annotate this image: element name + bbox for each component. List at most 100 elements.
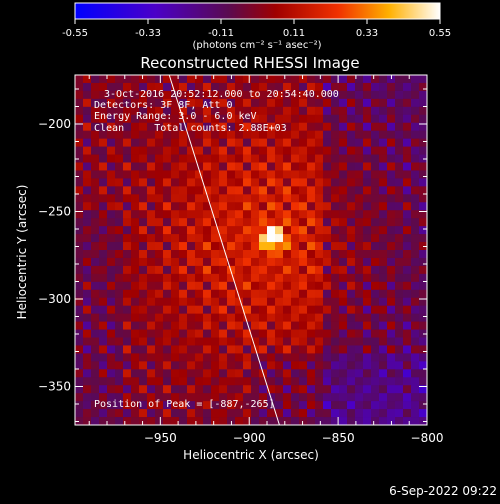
heatmap-cell [235,265,244,275]
heatmap-cell [155,162,164,171]
heatmap-cell [275,75,284,84]
heatmap-cell [171,210,180,219]
heatmap-cell [131,178,140,187]
heatmap-cell [395,186,404,195]
heatmap-cell [83,194,92,203]
heatmap-cell [123,377,132,386]
heatmap-cell [363,154,372,163]
heatmap-cell [387,114,396,124]
heatmap-cell [259,242,268,251]
heatmap-cell [187,297,196,307]
heatmap-cell [219,273,228,283]
heatmap-cell [419,273,427,283]
heatmap-cell [299,409,308,418]
heatmap-cell [115,170,124,179]
heatmap-cell [387,154,396,163]
heatmap-cell [99,257,108,267]
heatmap-cell [139,122,148,132]
heatmap-cell [115,289,124,299]
heatmap-cell [347,130,356,140]
heatmap-cell [387,305,396,315]
heatmap-cell [267,162,276,171]
heatmap-cell [203,186,212,195]
heatmap-cell [179,417,188,425]
heatmap-cell [155,281,164,291]
heatmap-cell [115,385,124,394]
heatmap-cell [331,82,340,92]
colorbar-tick-label: -0.55 [62,28,88,39]
heatmap-cell [283,369,292,378]
heatmap-cell [355,369,364,378]
heatmap-cell [195,329,204,338]
heatmap-cell [131,242,140,251]
heatmap-cell [267,178,276,187]
heatmap-cell [363,401,372,410]
heatmap-cell [235,146,244,155]
heatmap-cell [147,273,156,283]
heatmap-cell [371,250,380,259]
heatmap-cell [331,257,340,267]
heatmap-cell [91,385,100,394]
heatmap-cell [411,281,420,291]
heatmap-cell [371,242,380,251]
heatmap-cell [107,385,116,394]
heatmap-cell [75,377,84,386]
heatmap-cell [259,226,268,235]
heatmap-cell [299,90,308,100]
heatmap-cell [219,401,228,410]
heatmap-cell [123,257,132,267]
heatmap-cell [107,210,116,219]
heatmap-cell [307,210,316,219]
heatmap-cell [283,329,292,338]
heatmap-cell [411,146,420,155]
heatmap-cell [419,98,427,108]
heatmap-cell [155,321,164,330]
heatmap-cell [235,385,244,394]
heatmap-cell [371,353,380,362]
heatmap-cell [195,250,204,259]
heatmap-cell [339,114,348,124]
heatmap-cell [363,82,372,92]
heatmap-cell [299,138,308,147]
heatmap-cell [315,417,324,425]
heatmap-cell [259,393,268,402]
heatmap-cell [339,226,348,235]
heatmap-cell [331,313,340,322]
heatmap-cell [411,393,420,402]
colorbar-tick-label: -0.11 [208,28,234,39]
heatmap-cell [203,289,212,299]
heatmap-cell [363,345,372,354]
heatmap-cell [139,250,148,259]
heatmap-cell [75,345,84,354]
heatmap-cell [91,281,100,291]
heatmap-cell [147,162,156,171]
heatmap-cell [179,154,188,163]
heatmap-cell [339,130,348,140]
heatmap-cell [195,281,204,291]
heatmap-cell [99,417,108,425]
heatmap-cell [371,106,380,116]
heatmap-cell [299,361,308,370]
heatmap-cell [163,170,172,179]
heatmap-cell [139,329,148,338]
heatmap-cell [243,194,252,203]
heatmap-cell [91,297,100,307]
heatmap-cell [243,385,252,394]
heatmap-cell [379,226,388,235]
heatmap-cell [267,75,276,84]
heatmap-cell [115,401,124,410]
heatmap-cell [347,401,356,410]
heatmap-cell [339,138,348,147]
heatmap-cell [179,265,188,275]
heatmap-cell [83,178,92,187]
heatmap-cell [99,345,108,354]
heatmap-cell [171,130,180,140]
heatmap-cell [139,194,148,203]
heatmap-cell [107,417,116,425]
heatmap-cell [275,321,284,330]
heatmap-cell [179,337,188,346]
heatmap-cell [243,369,252,378]
heatmap-cell [419,194,427,203]
heatmap-cell [179,257,188,267]
heatmap-cell [219,361,228,370]
